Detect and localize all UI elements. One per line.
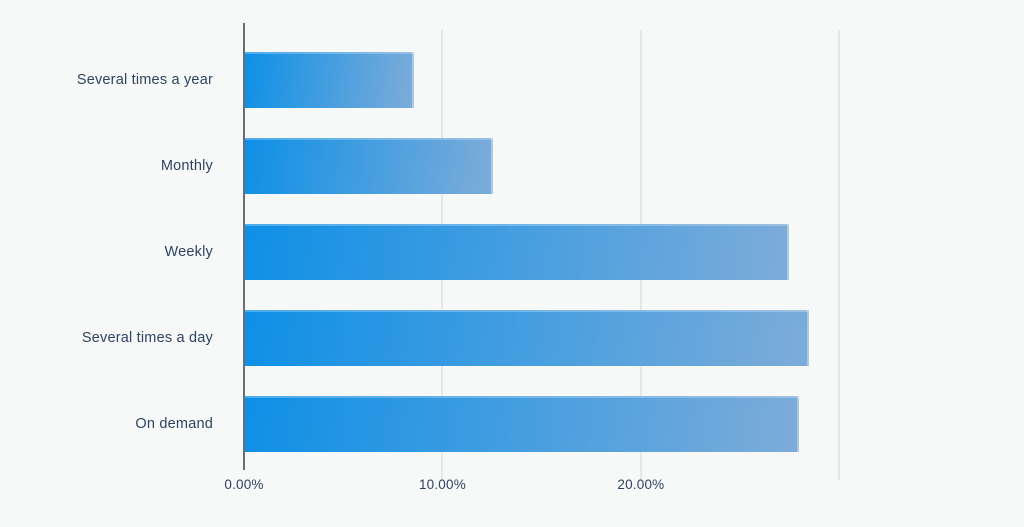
x-tick-label: 0.00% — [224, 477, 264, 492]
bar — [245, 138, 494, 194]
bar — [245, 310, 809, 366]
bar — [245, 396, 799, 452]
category-label: On demand — [135, 416, 213, 432]
x-tick-label: 10.00% — [418, 477, 466, 492]
category-label: Weekly — [164, 244, 213, 260]
x-tick-label: 20.00% — [617, 477, 665, 492]
y-axis-line — [243, 23, 245, 470]
category-label: Monthly — [160, 158, 213, 174]
category-label: Several times a year — [76, 72, 213, 88]
category-label: Several times a day — [81, 330, 213, 346]
bar — [245, 224, 789, 280]
gridline — [838, 30, 841, 480]
bar — [245, 52, 414, 108]
